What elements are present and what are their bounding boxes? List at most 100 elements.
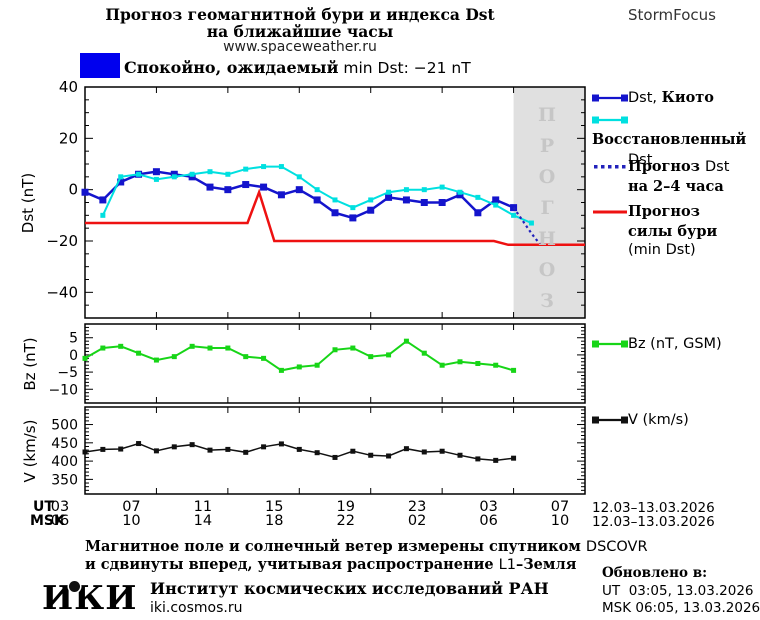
dst-marker-0 [438, 199, 446, 206]
bz-marker-0 [118, 343, 124, 349]
bz-marker-0 [136, 350, 142, 356]
dst-marker-1 [314, 187, 320, 193]
bz-ytick-label: 0 [69, 348, 78, 364]
xtick-label-ut: 15 [265, 499, 283, 515]
dst-series-line-1 [101, 165, 532, 224]
dst-marker-1 [386, 189, 392, 195]
bz-marker-0 [261, 355, 267, 361]
xtick-label-msk: 18 [265, 513, 283, 529]
xtick-label-msk: 02 [408, 513, 426, 529]
dst-marker-1 [261, 164, 267, 170]
bz-marker-0 [153, 357, 159, 363]
bz-line-icon [592, 337, 628, 349]
bz-marker-0 [189, 343, 195, 349]
org-site: iki.cosmos.ru [150, 600, 243, 616]
v-marker-0 [421, 449, 427, 455]
restored-dst-line-icon [592, 113, 628, 125]
v-marker-0 [189, 442, 195, 448]
dst-marker-0 [99, 196, 107, 204]
dst-ytick-label: −40 [46, 283, 78, 301]
dst-marker-1 [189, 171, 195, 177]
bz-ytick-label: −10 [48, 382, 78, 398]
v-ytick-label: 500 [51, 418, 78, 434]
v-marker-0 [118, 446, 124, 452]
dst-marker-0 [385, 193, 393, 201]
page-subtitle: на ближайшие часы [206, 22, 394, 41]
dst-marker-0 [295, 186, 303, 194]
dst-marker-1 [350, 205, 356, 211]
dst-marker-0 [474, 209, 482, 217]
legend-v: V (km/s) [592, 411, 689, 431]
forecast-region-label: ПРОГНОЗ [536, 104, 558, 321]
dst-marker-0 [277, 191, 285, 199]
v-marker-0 [475, 456, 481, 462]
dst-series-line-3 [85, 188, 585, 247]
bz-marker-0 [82, 355, 88, 361]
bz-frame [84, 323, 586, 404]
v-marker-0 [368, 452, 374, 458]
v-marker-0 [457, 452, 463, 458]
storm-level-text-lat: min Dst: −21 nT [338, 59, 471, 77]
dst-marker-0 [260, 183, 268, 191]
dst-marker-0 [242, 181, 250, 189]
xtick-label-ut: 03 [479, 499, 497, 515]
storm-level-text-cyr: Спокойно, ожидаемый [124, 58, 339, 77]
dst-marker-0 [349, 214, 357, 222]
dst-marker-1 [118, 174, 124, 180]
x-axis-ut-prefix: UT [33, 499, 54, 515]
bz-marker-0 [207, 345, 213, 351]
footer-note-line2: и сдвинуты вперед, учитывая распростране… [85, 556, 577, 573]
dst-marker-1 [368, 197, 374, 203]
dst-marker-1 [332, 197, 338, 203]
dst-marker-1 [475, 194, 481, 200]
xtick-label-ut: 07 [551, 499, 569, 515]
y-axis-label-v: V (km/s) [21, 419, 39, 483]
dst-ytick-label: 20 [59, 129, 78, 147]
storm-level-text: Спокойно, ожидаемый min Dst: −21 nT [124, 58, 471, 78]
dst-marker-0 [420, 199, 428, 206]
legend-forecast-line2: на 2–4 часа [628, 178, 724, 195]
footer-note-line1: Магнитное поле и солнечный ветер измерен… [85, 538, 648, 555]
xtick-label-msk: 22 [336, 513, 354, 529]
dst-marker-1 [136, 171, 142, 177]
bz-marker-0 [332, 347, 338, 353]
v-marker-0 [278, 441, 284, 447]
legend-storm-line1: Прогноз [628, 203, 700, 220]
bz-marker-0 [350, 345, 356, 351]
bz-ytick-label: 5 [69, 331, 78, 347]
xtick-label-msk: 14 [194, 513, 212, 529]
legend-storm-line2: силы бури [628, 223, 718, 240]
v-marker-0 [403, 446, 409, 452]
bz-marker-0 [100, 345, 106, 351]
legend-restored-line2: Dst [628, 152, 653, 168]
legend-restored: Восстановленный Dst [592, 113, 760, 169]
dst-kyoto-line-icon [592, 91, 628, 103]
xtick-label-ut: 19 [336, 499, 354, 515]
dst-marker-0 [492, 196, 500, 204]
bz-ytick-label: −5 [57, 365, 78, 381]
dst-marker-1 [296, 174, 302, 180]
v-marker-0 [243, 449, 249, 455]
dst-marker-1 [278, 164, 284, 170]
dst-marker-1 [100, 212, 106, 218]
v-marker-0 [207, 447, 213, 453]
legend-dst-kyoto: Dst, Киото [592, 89, 714, 109]
storm-forecast-line-icon [592, 205, 628, 217]
v-ytick-label: 450 [51, 436, 78, 452]
brand-label: StormFocus [628, 6, 716, 24]
bz-marker-0 [171, 354, 177, 360]
bz-marker-0 [511, 367, 517, 373]
legend-storm: Прогноз силы бури (min Dst) [592, 203, 717, 259]
xtick-label-msk: 06 [51, 513, 69, 529]
org-name: Институт космических исследований РАН [150, 579, 549, 598]
dst-marker-1 [528, 220, 534, 226]
dst-marker-1 [511, 212, 517, 218]
dst-marker-1 [171, 174, 177, 180]
dst-marker-1 [207, 169, 213, 175]
v-marker-0 [100, 446, 106, 452]
dst-marker-0 [456, 191, 464, 199]
legend-storm-line3: (min Dst) [628, 242, 696, 258]
dst-marker-0 [152, 168, 160, 176]
